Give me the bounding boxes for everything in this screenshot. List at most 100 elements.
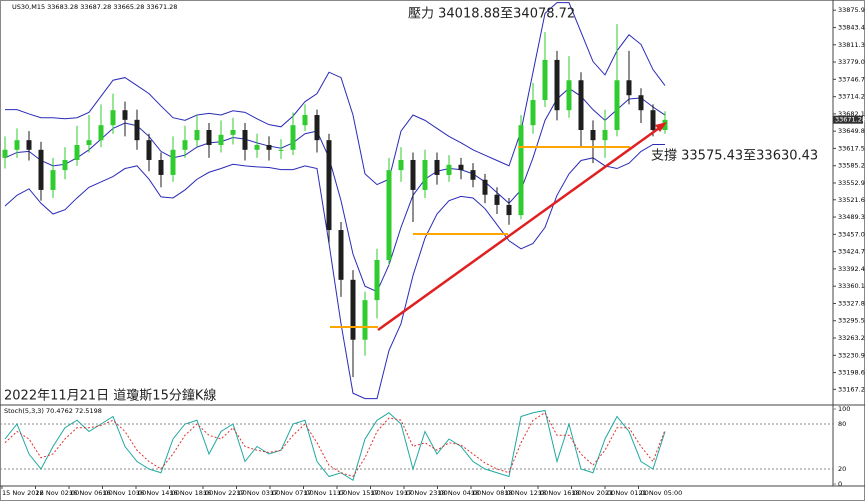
y-tick-label: 33682.15 [838, 110, 865, 118]
x-tick-label: 17 Nov 15:00 [337, 489, 381, 497]
candle-body [338, 230, 344, 280]
y-tick-label: 33489.30 [838, 213, 865, 221]
price-tag-label: 33671.28 [835, 116, 865, 124]
candle-body [74, 144, 80, 160]
x-tick-label: 18 Nov 04:00 [438, 489, 482, 497]
trend-arrow [655, 122, 667, 132]
x-tick-label: 18 Nov 12:00 [505, 489, 549, 497]
stoch-signal [4, 412, 666, 478]
candle-body [50, 170, 56, 190]
y-tick-label: 33617.55 [838, 144, 865, 152]
y-tick-label: 33649.85 [838, 127, 865, 135]
y-tick-label: 33263.20 [838, 334, 865, 342]
y-tick-label: 33779.05 [838, 58, 865, 66]
candle-body [362, 300, 368, 340]
candle-body [590, 130, 596, 141]
price-tag [833, 115, 863, 124]
candle-body [638, 95, 644, 111]
candle-body [278, 149, 284, 151]
candle-body [110, 110, 116, 126]
candle-body [614, 80, 620, 131]
candle-body [206, 130, 212, 145]
candle-body [326, 140, 332, 231]
bollinger-upper [5, 2, 666, 186]
trend-line [377, 124, 663, 332]
candle-body [566, 80, 572, 111]
x-tick-label: 16 Nov 18:00 [170, 489, 214, 497]
candle-body [446, 164, 452, 175]
candle-body [14, 140, 20, 150]
candle-body [434, 159, 440, 175]
candle-body [374, 260, 380, 301]
candle-body [410, 159, 416, 190]
x-tick-label: 21 Nov 05:00 [639, 489, 683, 497]
y-tick-label: 33714.25 [838, 93, 865, 101]
candle-body [254, 144, 260, 150]
candle-body [422, 159, 428, 190]
y-tick-label: 33457.00 [838, 230, 865, 238]
candle-body [2, 149, 8, 158]
candle-body [662, 119, 668, 131]
candle-body [530, 100, 536, 126]
y-tick-label: 33167.25 [838, 385, 865, 393]
x-tick-label: 16 Nov 14:00 [136, 489, 180, 497]
resistance-note: 壓力 34018.88至34078.72 [408, 7, 575, 22]
bollinger-lower [4, 143, 665, 400]
candle-body [314, 115, 320, 141]
candle-body [242, 130, 248, 150]
candle-body [62, 159, 68, 171]
x-tick-label: 17 Nov 07:00 [270, 489, 314, 497]
x-tick-label: 16 Nov 02:00 [36, 489, 80, 497]
x-tick-label: 17 Nov 11:00 [304, 489, 348, 497]
y-tick-label: 33424.70 [838, 248, 865, 256]
candle-body [158, 159, 164, 175]
candle-body [86, 140, 92, 145]
candle-body [494, 194, 500, 205]
candle-body [602, 130, 608, 141]
candle-body [98, 125, 104, 141]
caption: 2022年11月21日 道瓊斯15分鐘K線 [4, 388, 216, 404]
y-tick-label: 33811.35 [838, 41, 865, 49]
support-note: 支撐 33575.43至33630.43 [651, 149, 818, 164]
y-tick-label: 33552.95 [838, 179, 865, 187]
candle-body [626, 80, 632, 96]
candle-body [290, 125, 296, 150]
candle-body [218, 134, 224, 145]
candle-body [650, 110, 656, 131]
x-tick-label: 17 Nov 19:00 [371, 489, 415, 497]
y-tick-label: 33230.90 [838, 351, 865, 359]
candle-body [386, 170, 392, 261]
candle-body [26, 140, 32, 150]
x-tick-label: 18 Nov 16:00 [538, 489, 582, 497]
y-tick-label: 33843.45 [838, 24, 865, 32]
y-tick-label: 33585.25 [838, 162, 865, 170]
y-tick-label: 33875.95 [838, 6, 865, 14]
candle-body [38, 149, 44, 190]
header: US30,M15 33683.28 33687.28 33665.28 3367… [12, 3, 177, 11]
candle-body [470, 170, 476, 180]
candle-body [554, 59, 560, 111]
stoch-tick-label: 80 [838, 420, 846, 428]
x-tick-label: 21 Nov 01:00 [605, 489, 649, 497]
candle-body [458, 164, 464, 171]
candle-body [350, 279, 356, 340]
stoch-tick-label: 0 [838, 480, 842, 488]
candle-body [266, 144, 272, 150]
stoch-title: Stoch(5,3,3) 70.4762 72.5198 [4, 407, 102, 415]
stoch-tick-label: 100 [838, 405, 850, 413]
candle-body [194, 130, 200, 141]
x-tick-label: 17 Nov 23:00 [404, 489, 448, 497]
candle-body [230, 130, 236, 135]
x-tick-label: 18 Nov 08:00 [471, 489, 515, 497]
x-tick-label: 16 Nov 22:00 [203, 489, 247, 497]
y-tick-label: 33360.10 [838, 282, 865, 290]
y-tick-label: 33295.50 [838, 317, 865, 325]
y-tick-label: 33392.40 [838, 265, 865, 273]
candle-body [170, 149, 176, 175]
candle-body [146, 140, 152, 160]
y-tick-label: 33327.80 [838, 299, 865, 307]
x-tick-label: 16 Nov 06:00 [69, 489, 113, 497]
